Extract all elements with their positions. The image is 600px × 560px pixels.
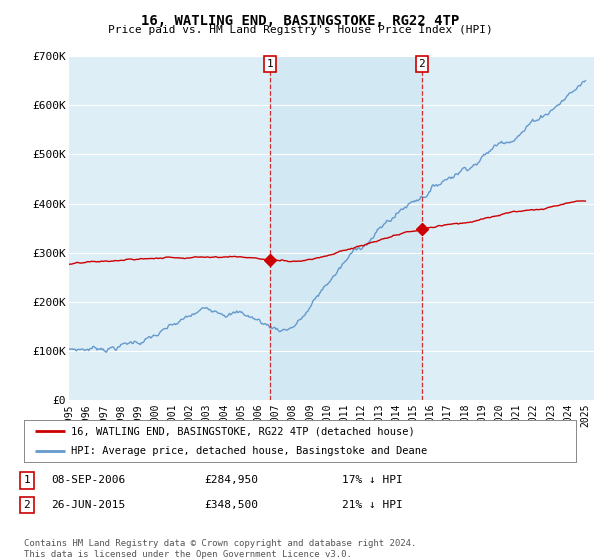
Text: 2: 2	[418, 59, 425, 69]
Text: 08-SEP-2006: 08-SEP-2006	[51, 475, 125, 486]
Text: Price paid vs. HM Land Registry's House Price Index (HPI): Price paid vs. HM Land Registry's House …	[107, 25, 493, 35]
Bar	[270, 56, 422, 400]
Text: Contains HM Land Registry data © Crown copyright and database right 2024.
This d: Contains HM Land Registry data © Crown c…	[24, 539, 416, 559]
Text: 21% ↓ HPI: 21% ↓ HPI	[342, 500, 403, 510]
Text: 2: 2	[23, 500, 31, 510]
Text: 16, WATLING END, BASINGSTOKE, RG22 4TP (detached house): 16, WATLING END, BASINGSTOKE, RG22 4TP (…	[71, 426, 415, 436]
Text: 1: 1	[267, 59, 274, 69]
Text: 17% ↓ HPI: 17% ↓ HPI	[342, 475, 403, 486]
Text: £348,500: £348,500	[204, 500, 258, 510]
Text: £284,950: £284,950	[204, 475, 258, 486]
Text: 16, WATLING END, BASINGSTOKE, RG22 4TP: 16, WATLING END, BASINGSTOKE, RG22 4TP	[141, 14, 459, 28]
Text: HPI: Average price, detached house, Basingstoke and Deane: HPI: Average price, detached house, Basi…	[71, 446, 427, 456]
Text: 1: 1	[23, 475, 31, 486]
Text: 26-JUN-2015: 26-JUN-2015	[51, 500, 125, 510]
